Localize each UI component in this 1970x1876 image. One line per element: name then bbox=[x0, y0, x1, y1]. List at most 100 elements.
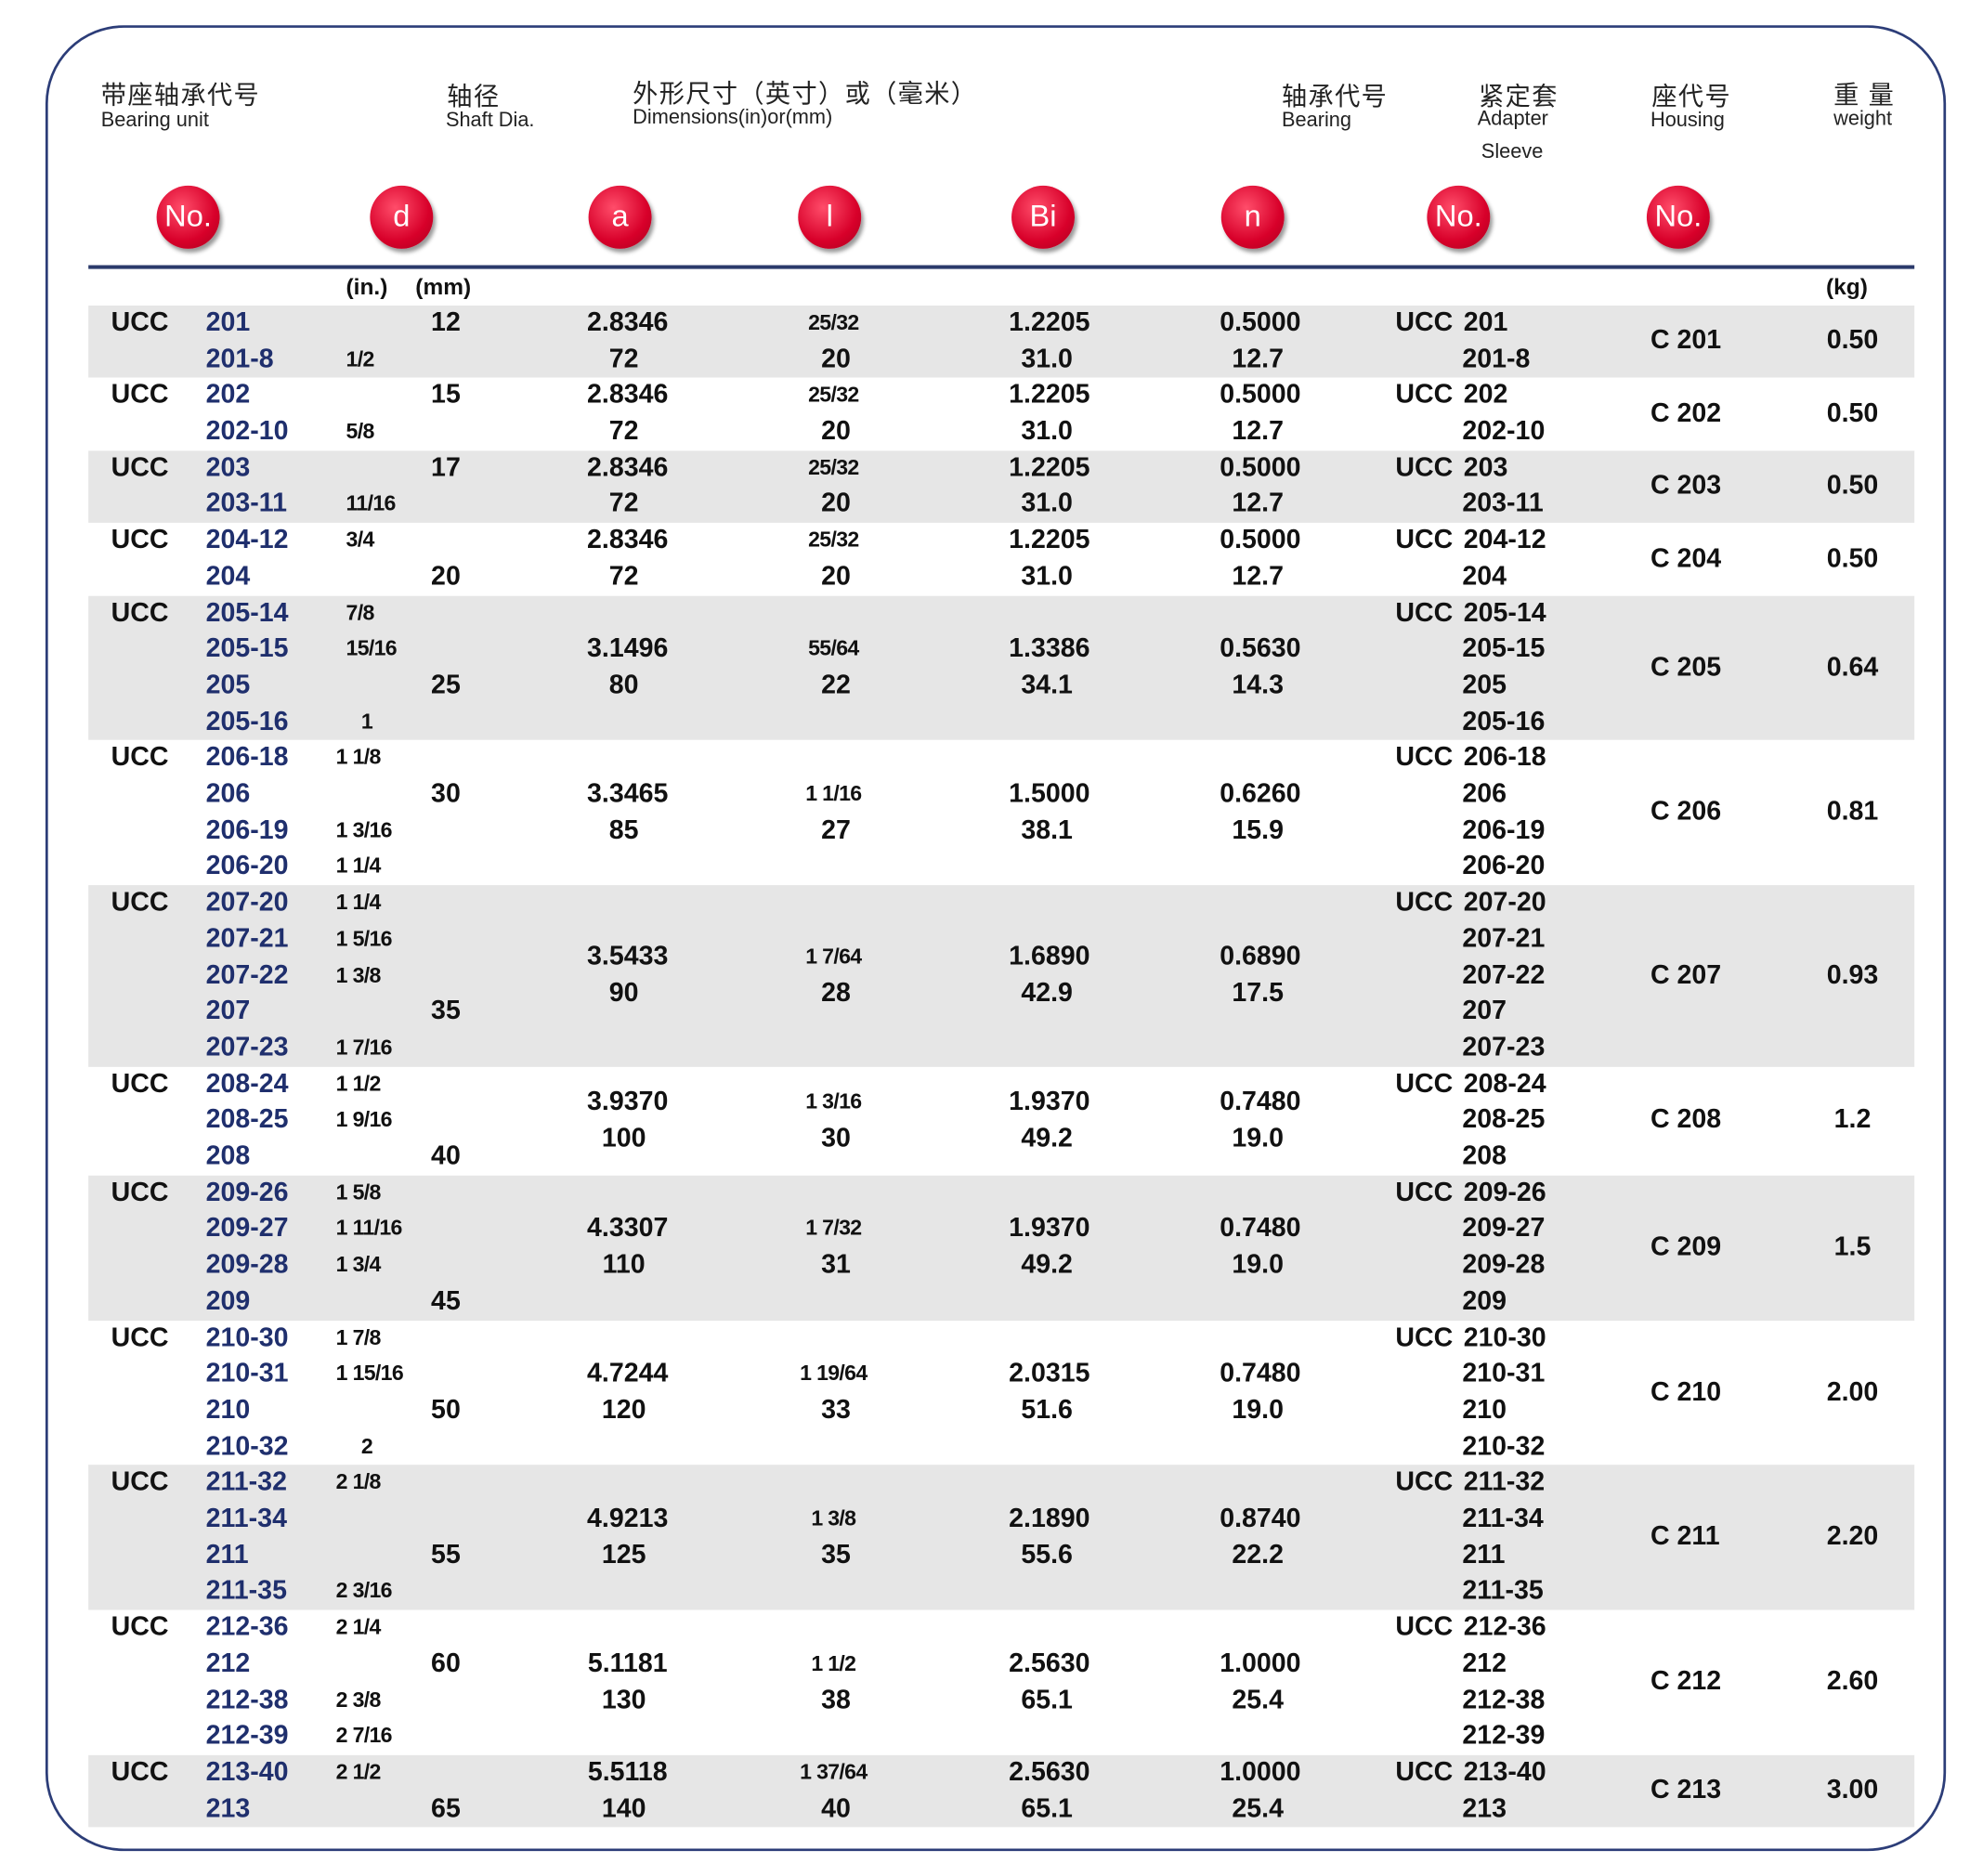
shaft-mm: 65 bbox=[431, 1793, 461, 1823]
weight-value: 2.00 bbox=[1826, 1376, 1879, 1407]
dim-l-inch: 25/32 bbox=[808, 383, 859, 408]
bearing-unit-code: 213 bbox=[205, 1793, 251, 1823]
housing-code: C 209 bbox=[1650, 1231, 1722, 1262]
header-weight-zh: 重 量 bbox=[1833, 82, 1896, 111]
weight-value: 0.50 bbox=[1826, 543, 1879, 573]
adapter-sleeve-code: 205-14 bbox=[1463, 597, 1546, 628]
symbol-bi-badge: Bi bbox=[1011, 185, 1076, 249]
bearing-unit-code: 208-24 bbox=[205, 1069, 289, 1099]
bearing-unit-code: 209-27 bbox=[205, 1214, 289, 1244]
shaft-mm: 55 bbox=[431, 1540, 461, 1570]
table-frame bbox=[45, 25, 1947, 1852]
series-label: UCC bbox=[111, 1322, 169, 1352]
dim-a-inch: 2.8346 bbox=[587, 307, 669, 338]
housing-code: C 208 bbox=[1650, 1105, 1722, 1135]
dim-l-mm: 20 bbox=[821, 561, 851, 592]
adapter-sleeve-code: 204 bbox=[1462, 561, 1507, 592]
dim-a-mm: 100 bbox=[601, 1123, 646, 1153]
table-row-group: UCC 201 201-8 1/2 12 2.8346 72 25/32 20 1.2205 31.… bbox=[88, 306, 1915, 379]
symbol-a-badge: a bbox=[588, 185, 652, 249]
dim-l-inch: 1 37/64 bbox=[800, 1760, 868, 1785]
bearing-unit-code: 211-35 bbox=[205, 1576, 287, 1606]
dim-n-inch: 1.0000 bbox=[1220, 1648, 1301, 1678]
adapter-sleeve-code: 211-32 bbox=[1463, 1467, 1546, 1497]
adapter-series: UCC bbox=[1395, 1467, 1454, 1497]
housing-code: C 207 bbox=[1650, 960, 1722, 990]
housing-code: C 201 bbox=[1650, 326, 1722, 356]
dim-a-inch: 4.3307 bbox=[587, 1214, 669, 1244]
header-adapter-en: Adapter bbox=[1477, 108, 1548, 131]
dim-l-mm: 27 bbox=[821, 815, 851, 845]
shaft-inch: 2 7/16 bbox=[335, 1724, 393, 1749]
adapter-series: UCC bbox=[1395, 1069, 1454, 1099]
dim-bi-inch: 2.0315 bbox=[1009, 1359, 1090, 1388]
dim-a-inch: 5.5118 bbox=[587, 1757, 668, 1787]
bearing-unit-code: 207-23 bbox=[205, 1033, 289, 1062]
adapter-series: UCC bbox=[1395, 307, 1454, 338]
shaft-inch: 1 7/16 bbox=[335, 1035, 393, 1060]
shaft-mm: 30 bbox=[431, 778, 461, 809]
header-shaft-zh: 轴径 bbox=[447, 83, 501, 111]
adapter-sleeve-code: 209-28 bbox=[1462, 1250, 1546, 1280]
dim-a-mm: 72 bbox=[608, 416, 639, 447]
adapter-sleeve-code: 210-30 bbox=[1463, 1322, 1546, 1352]
dim-l-mm: 31 bbox=[821, 1250, 851, 1280]
adapter-sleeve-code: 211-35 bbox=[1462, 1576, 1544, 1606]
bearing-unit-code: 202 bbox=[205, 380, 251, 410]
dim-l-mm: 33 bbox=[821, 1395, 851, 1425]
dim-a-inch: 3.9370 bbox=[587, 1087, 669, 1116]
symbol-housing-no-badge: No. bbox=[1646, 185, 1710, 249]
dim-n-mm: 19.0 bbox=[1232, 1123, 1284, 1153]
adapter-sleeve-code: 211 bbox=[1462, 1540, 1506, 1570]
dim-l-mm: 22 bbox=[821, 670, 851, 700]
adapter-sleeve-code: 211-34 bbox=[1462, 1504, 1544, 1533]
header-dimensions-en: Dimensions(in)or(mm) bbox=[633, 107, 833, 129]
dim-a-mm: 140 bbox=[601, 1793, 646, 1823]
header-shaft-en: Shaft Dia. bbox=[445, 110, 535, 132]
adapter-series: UCC bbox=[1395, 597, 1454, 628]
dim-a-mm: 72 bbox=[608, 561, 639, 592]
dim-a-inch: 3.1496 bbox=[587, 633, 669, 664]
bearing-unit-code: 206 bbox=[205, 778, 251, 809]
bearing-unit-code: 212-38 bbox=[205, 1685, 289, 1714]
dim-bi-mm: 31.0 bbox=[1021, 416, 1073, 447]
dim-bi-inch: 1.9370 bbox=[1009, 1087, 1090, 1116]
dim-l-inch: 1 1/16 bbox=[805, 781, 862, 806]
adapter-sleeve-code: 204-12 bbox=[1463, 525, 1546, 555]
dim-bi-inch: 1.2205 bbox=[1009, 525, 1090, 555]
dim-l-inch: 1 7/64 bbox=[805, 945, 862, 970]
adapter-sleeve-code: 201-8 bbox=[1462, 344, 1531, 374]
dim-n-inch: 0.5000 bbox=[1220, 452, 1301, 483]
dim-bi-mm: 38.1 bbox=[1021, 815, 1073, 845]
weight-value: 2.20 bbox=[1826, 1521, 1879, 1552]
adapter-sleeve-code: 207-23 bbox=[1462, 1033, 1546, 1062]
shaft-mm: 40 bbox=[431, 1141, 461, 1171]
bearing-unit-code: 207-22 bbox=[205, 960, 289, 990]
adapter-sleeve-code: 206-20 bbox=[1462, 852, 1546, 881]
bearing-unit-code: 204 bbox=[205, 561, 251, 592]
dim-n-mm: 17.5 bbox=[1232, 978, 1284, 1008]
series-label: UCC bbox=[111, 1069, 169, 1099]
dim-bi-mm: 51.6 bbox=[1021, 1395, 1073, 1425]
dim-a-inch: 4.7244 bbox=[587, 1359, 669, 1388]
shaft-mm: 60 bbox=[431, 1648, 461, 1678]
shaft-mm: 20 bbox=[431, 561, 461, 592]
dim-bi-inch: 1.3386 bbox=[1009, 633, 1090, 664]
adapter-sleeve-code: 205 bbox=[1462, 670, 1507, 700]
header-adapter-zh: 紧定套 bbox=[1479, 83, 1559, 111]
dim-l-mm: 38 bbox=[821, 1685, 851, 1714]
dim-n-inch: 0.7480 bbox=[1220, 1214, 1301, 1244]
dim-bi-mm: 34.1 bbox=[1021, 670, 1073, 700]
shaft-inch: 2 bbox=[360, 1434, 373, 1458]
header-bearing-en: Bearing bbox=[1281, 110, 1351, 132]
shaft-inch: 7/8 bbox=[346, 600, 375, 625]
adapter-sleeve-code: 206-18 bbox=[1463, 742, 1546, 773]
header-bearing-unit-zh: 带座轴承代号 bbox=[100, 82, 261, 111]
dim-a-mm: 110 bbox=[602, 1250, 646, 1280]
dim-bi-mm: 65.1 bbox=[1021, 1793, 1073, 1823]
weight-value: 1.5 bbox=[1833, 1231, 1872, 1262]
adapter-sleeve-code: 201 bbox=[1463, 307, 1508, 338]
weight-value: 1.2 bbox=[1833, 1105, 1872, 1135]
bearing-unit-code: 205-14 bbox=[205, 597, 289, 628]
adapter-sleeve-code: 210-31 bbox=[1462, 1359, 1546, 1388]
